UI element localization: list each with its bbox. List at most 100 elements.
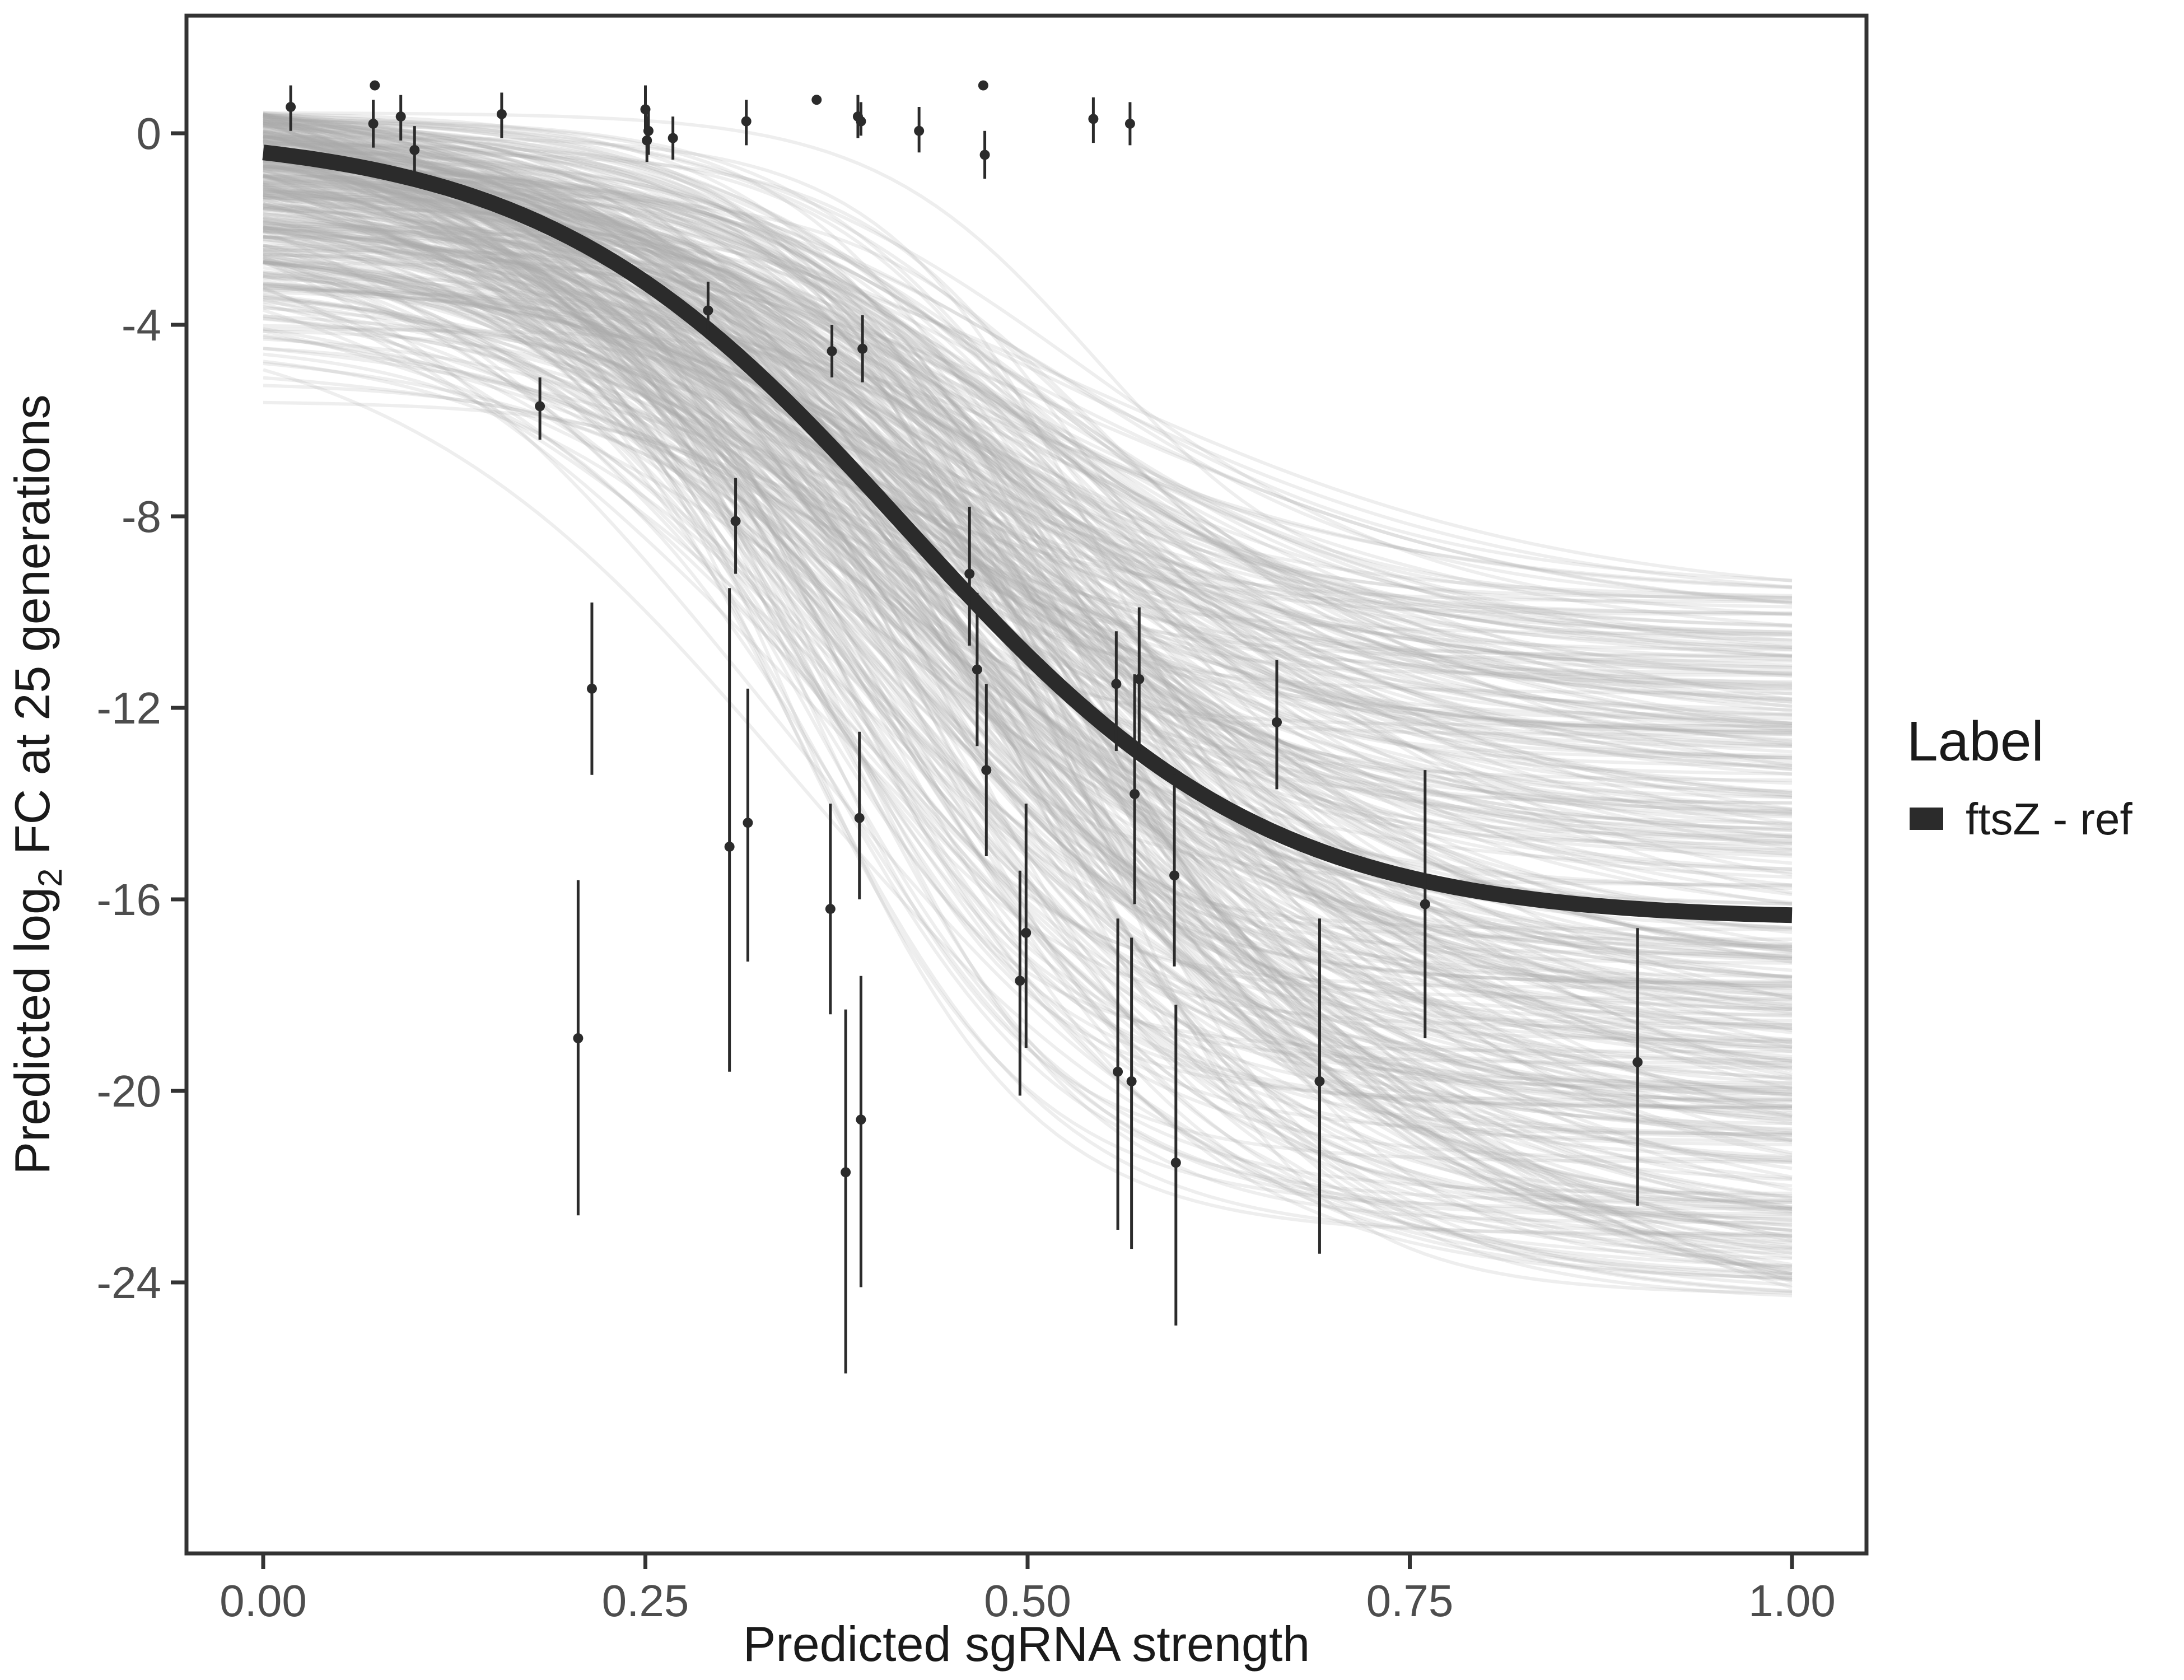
posterior-draw-line xyxy=(263,123,1793,856)
posterior-draw-line xyxy=(263,160,1793,1108)
posterior-draw-line xyxy=(263,111,1793,600)
posterior-draw-line xyxy=(263,154,1793,634)
posterior-draw-line xyxy=(263,226,1793,1110)
posterior-draw-line xyxy=(263,157,1793,704)
posterior-draw-line xyxy=(263,122,1793,1240)
posterior-draw-line xyxy=(263,175,1793,935)
posterior-draw-line xyxy=(263,151,1793,812)
data-point xyxy=(496,109,507,119)
posterior-draw-line xyxy=(263,208,1793,852)
data-point-group xyxy=(1126,937,1137,1249)
posterior-draw-line xyxy=(263,166,1793,1270)
posterior-draw-line xyxy=(263,120,1792,1102)
data-point-group xyxy=(978,80,988,91)
data-point xyxy=(1170,1158,1181,1168)
posterior-draw-line xyxy=(263,113,1793,960)
posterior-draw-line xyxy=(263,150,1793,685)
x-tick-label: 0.25 xyxy=(602,1576,689,1626)
posterior-draw-line xyxy=(263,138,1793,1082)
posterior-draw-line xyxy=(263,122,1792,931)
legend: Label ftsZ - ref xyxy=(1907,710,2133,844)
posterior-draw-line xyxy=(263,164,1793,1165)
posterior-draw-line xyxy=(263,114,1793,1210)
posterior-draw-line xyxy=(263,261,1793,799)
mean-curve-layer xyxy=(262,144,1793,923)
posterior-draw-line xyxy=(263,124,1793,772)
posterior-draw-line xyxy=(263,223,1793,652)
posterior-draw-line xyxy=(263,167,1793,1049)
data-point-group xyxy=(1271,660,1282,790)
data-point xyxy=(730,516,741,526)
data-point xyxy=(668,133,678,143)
data-point xyxy=(981,765,992,776)
posterior-draw-line xyxy=(263,269,1793,712)
posterior-draw-line xyxy=(263,259,1793,978)
posterior-draw-line xyxy=(263,160,1793,1014)
posterior-draw-line xyxy=(263,193,1793,886)
posterior-draw-line xyxy=(263,209,1793,1026)
posterior-draw-line xyxy=(263,221,1793,743)
posterior-draw-line xyxy=(262,151,1793,1119)
posterior-draw-line xyxy=(263,152,1793,946)
posterior-draw-line xyxy=(263,183,1793,636)
posterior-draw-line xyxy=(263,148,1793,1063)
posterior-draw-line xyxy=(263,119,1793,732)
posterior-draw-line xyxy=(263,148,1793,1115)
data-point-group xyxy=(496,92,507,138)
posterior-draw-line xyxy=(263,129,1793,1216)
posterior-draw-line xyxy=(263,226,1793,920)
posterior-draw-line xyxy=(263,302,1793,1211)
posterior-draw-line xyxy=(263,230,1793,1113)
posterior-draw-line xyxy=(263,146,1793,582)
legend-title: Label xyxy=(1907,710,2044,773)
posterior-draw-line xyxy=(263,273,1793,692)
posterior-draw-line xyxy=(263,130,1793,657)
posterior-draw-line xyxy=(263,226,1793,704)
posterior-draw-line xyxy=(263,253,1793,1192)
posterior-draw-line xyxy=(263,177,1793,702)
posterior-draw-line xyxy=(263,254,1793,845)
posterior-draw-line xyxy=(263,185,1793,1146)
posterior-draw-line xyxy=(263,138,1793,785)
posterior-draw-line xyxy=(263,282,1793,1188)
posterior-draw-line xyxy=(263,118,1793,727)
posterior-draw-line xyxy=(263,113,1793,811)
posterior-draw-line xyxy=(263,187,1793,1034)
data-point xyxy=(395,111,406,122)
posterior-draw-line xyxy=(263,235,1793,605)
posterior-draw-line xyxy=(263,174,1793,687)
data-point-group xyxy=(286,85,296,131)
legend-key-ftsz-ref xyxy=(1910,808,1943,830)
posterior-draw-line xyxy=(262,260,1793,1282)
posterior-draw-line xyxy=(263,160,1793,604)
posterior-draw-line xyxy=(263,244,1793,988)
data-point xyxy=(1134,674,1145,684)
posterior-draw-line xyxy=(263,164,1793,846)
posterior-draw-line xyxy=(263,217,1793,678)
posterior-draw-line xyxy=(263,143,1793,1227)
posterior-draw-line xyxy=(263,164,1793,997)
data-point-group xyxy=(856,976,866,1287)
posterior-draw-line xyxy=(263,134,1793,1023)
posterior-draw-line xyxy=(263,360,1793,1104)
posterior-draw-line xyxy=(263,174,1793,600)
posterior-draw-line xyxy=(263,202,1793,1180)
posterior-draw-line xyxy=(263,202,1793,815)
posterior-draw-line xyxy=(263,112,1793,838)
posterior-draw-line xyxy=(263,260,1793,1081)
posterior-draw-line xyxy=(263,347,1793,689)
data-point-group xyxy=(1134,607,1145,751)
data-point-group xyxy=(370,80,380,91)
posterior-draw-line xyxy=(263,152,1793,1062)
posterior-draw-line xyxy=(263,191,1793,1259)
posterior-draw-line xyxy=(263,189,1793,669)
posterior-draw-line xyxy=(263,335,1793,733)
posterior-draw-line xyxy=(263,186,1793,871)
data-point xyxy=(1420,899,1430,909)
posterior-draw-line xyxy=(263,132,1793,895)
posterior-draw-line xyxy=(263,300,1793,1030)
posterior-draw-line xyxy=(263,147,1793,701)
posterior-draw-line xyxy=(263,114,1793,725)
posterior-draw-line xyxy=(263,207,1793,1211)
data-point xyxy=(535,401,545,412)
